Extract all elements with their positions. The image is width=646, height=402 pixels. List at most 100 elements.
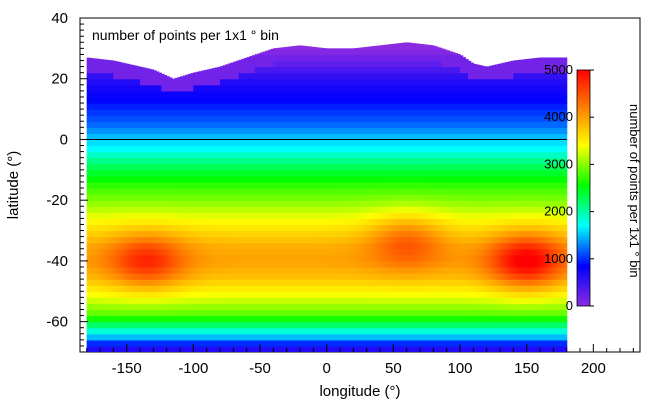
heatmap-cell [212,96,216,104]
heatmap-cell [310,218,314,226]
heatmap-cell [300,78,304,86]
heatmap-cell [252,60,256,68]
heatmap-cell [212,230,216,238]
heatmap-cell [238,90,242,98]
heatmap-cell [305,181,309,189]
heatmap-cell [105,139,109,147]
heatmap-cell [260,333,264,341]
heatmap-cell [201,218,205,226]
heatmap-cell [222,139,226,147]
heatmap-cell [297,266,301,274]
heatmap-cell [188,90,192,98]
heatmap-cell [286,327,290,335]
heatmap-cell [308,266,312,274]
heatmap-cell [94,242,98,250]
heatmap-cell [118,181,122,189]
heatmap-cell [270,175,274,183]
heatmap-cell [153,218,157,226]
heatmap-cell [262,285,266,292]
heatmap-cell [249,133,253,141]
heatmap-cell [284,297,288,305]
heatmap-cell [233,297,237,305]
heatmap-cell [206,84,210,92]
heatmap-cell [297,327,301,335]
heatmap-cell [94,194,98,201]
heatmap-cell [185,109,189,116]
heatmap-cell [286,175,290,183]
heatmap-cell [265,230,269,238]
heatmap-cell [305,200,309,207]
heatmap-cell [110,72,114,80]
heatmap-cell [100,133,104,141]
heatmap-cell [113,151,117,159]
heatmap-cell [268,54,272,62]
heatmap-cell [174,230,178,238]
heatmap-cell [108,339,112,347]
heatmap-cell [292,309,296,317]
heatmap-cell [222,254,226,262]
heatmap-cell [108,72,112,80]
heatmap-cell [182,163,186,171]
heatmap-cell [113,145,117,153]
heatmap-cell [297,285,301,292]
heatmap-cell [241,218,245,226]
heatmap-cell [116,188,120,195]
heatmap-cell [313,60,317,68]
heatmap-cell [217,212,221,219]
heatmap-cell [132,121,136,128]
heatmap-cell [158,224,162,232]
heatmap-cell [302,230,306,238]
heatmap-cell [193,72,197,74]
heatmap-cell [134,206,138,213]
heatmap-cell [230,236,234,244]
heatmap-cell [132,242,136,250]
heatmap-cell [260,163,264,171]
heatmap-cell [198,309,202,317]
heatmap-cell [257,224,261,232]
heatmap-cell [137,321,141,329]
heatmap-cell [294,188,298,195]
heatmap-cell [102,333,106,341]
heatmap-cell [244,327,248,335]
heatmap-cell [121,200,125,207]
heatmap-cell [214,200,218,207]
heatmap-cell [166,133,170,141]
heatmap-cell [302,54,306,62]
heatmap-cell [252,84,256,92]
heatmap-cell [276,297,280,305]
heatmap-cell [297,194,301,201]
heatmap-cell [252,333,256,341]
heatmap-cell [94,60,98,68]
heatmap-cell [260,297,264,305]
heatmap-cell [300,175,304,183]
heatmap-cell [105,78,109,86]
heatmap-cell [292,60,296,68]
heatmap-cell [188,291,192,298]
heatmap-cell [233,200,237,207]
heatmap-cell [116,103,120,110]
heatmap-cell [161,84,165,92]
heatmap-cell [188,157,192,165]
heatmap-cell [292,200,296,207]
heatmap-cell [172,273,176,280]
heatmap-cell [92,151,96,159]
heatmap-cell [220,212,224,219]
heatmap-cell [100,339,104,347]
heatmap-cell [246,291,250,298]
heatmap-cell [94,224,98,232]
heatmap-cell [166,321,170,329]
heatmap-cell [148,248,152,256]
heatmap-cell [150,230,154,238]
heatmap-cell [201,266,205,274]
heatmap-cell [252,309,256,317]
heatmap-cell [254,309,258,317]
heatmap-cell [180,266,184,274]
heatmap-cell [140,103,144,110]
heatmap-cell [156,218,160,226]
heatmap-cell [273,127,277,134]
heatmap-cell [249,109,253,116]
heatmap-cell [140,303,144,311]
heatmap-cell [241,127,245,134]
heatmap-cell [225,181,229,189]
heatmap-cell [230,163,234,171]
